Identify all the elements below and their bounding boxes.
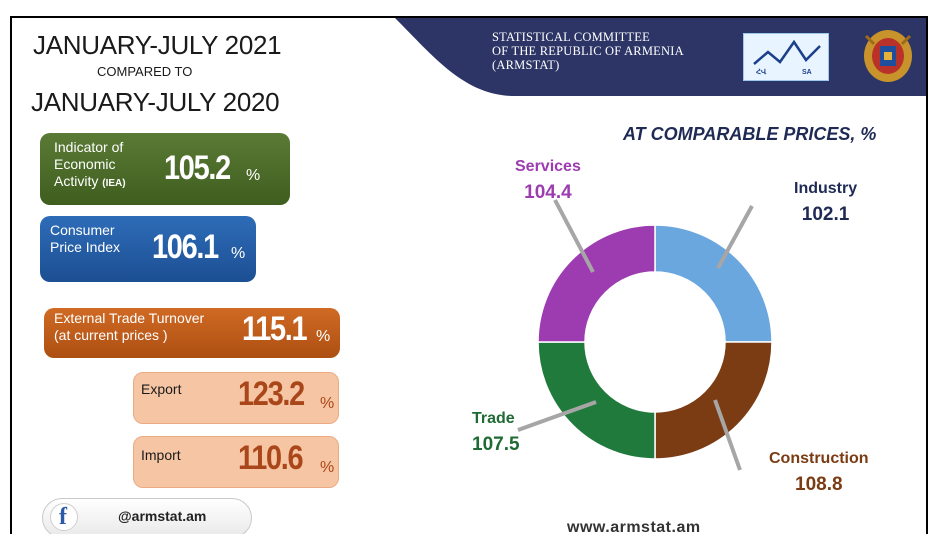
leader-line-trade [517, 400, 597, 432]
logo-text-left: ՀՎ [756, 69, 767, 76]
facebook-handle[interactable]: @armstat.am [118, 508, 207, 524]
slice-name-trade: Trade [472, 410, 515, 427]
external-trade-unit: % [316, 328, 331, 345]
cpi-value: 106.1 [152, 228, 219, 266]
leader-line-industry [716, 205, 754, 269]
slice-label-services: Services 104.4 [515, 158, 581, 204]
iea-indicator-box: Indicator of Economic Activity (IEA) 105… [40, 133, 290, 205]
external-trade-indicator-box: External Trade Turnover (at current pric… [44, 308, 340, 358]
committee-name: STATISTICAL COMMITTEE OF THE REPUBLIC OF… [492, 30, 684, 72]
export-unit: % [320, 395, 335, 412]
slice-name-industry: Industry [794, 180, 858, 197]
iea-label: Indicator of Economic Activity (IEA) [54, 139, 126, 192]
armstat-graph-icon [753, 39, 821, 65]
committee-line-3: (ARMSTAT) [492, 58, 560, 72]
external-trade-label: External Trade Turnover (at current pric… [54, 310, 204, 344]
slice-value-construction: 108.8 [795, 474, 843, 495]
base-period-title: JANUARY-JULY 2020 [31, 87, 280, 117]
iea-unit: % [246, 167, 261, 184]
slice-label-trade: Trade 107.5 [472, 410, 520, 456]
chart-title: AT COMPARABLE PRICES, % [623, 124, 877, 144]
donut-slice-services [537, 224, 656, 343]
facebook-icon[interactable]: f [50, 503, 78, 531]
import-label: Import [141, 447, 181, 463]
cpi-indicator-box: Consumer Price Index 106.1 % [40, 216, 256, 282]
iea-label-line-3: Activity (IEA) [54, 173, 126, 192]
slice-name-services: Services [515, 158, 581, 175]
iea-value: 105.2 [164, 149, 231, 187]
committee-line-1: STATISTICAL COMMITTEE [492, 30, 650, 44]
cpi-label: Consumer Price Index [50, 222, 120, 256]
logo-text-right: SA [802, 69, 812, 76]
period-title: JANUARY-JULY 2021 [33, 30, 282, 60]
slice-label-industry: Industry 102.1 [794, 180, 857, 226]
donut-slice-trade [537, 341, 656, 460]
slice-label-construction: Construction 108.8 [769, 450, 869, 496]
facebook-glyph: f [59, 504, 67, 530]
import-indicator-box: Import 110.6 % [133, 436, 339, 488]
iea-label-line-1: Indicator of [54, 139, 124, 155]
cpi-label-line-1: Consumer [50, 222, 115, 238]
committee-line-2: OF THE REPUBLIC OF ARMENIA [492, 44, 684, 58]
cpi-unit: % [231, 245, 246, 262]
export-label: Export [141, 381, 182, 397]
iea-label-suffix: (IEA) [102, 178, 126, 189]
slice-value-industry: 102.1 [801, 204, 850, 225]
external-trade-label-line-1: External Trade Turnover [54, 310, 205, 326]
slice-name-construction: Construction [769, 450, 869, 467]
external-trade-label-line-2: (at current prices ) [54, 327, 168, 343]
leader-line-services [553, 199, 595, 273]
external-trade-value: 115.1 [242, 310, 308, 348]
donut-slice-industry [654, 224, 773, 343]
slice-value-services: 104.4 [524, 182, 572, 203]
export-indicator-box: Export 123.2 % [133, 372, 339, 424]
iea-label-line-2: Economic [54, 156, 116, 172]
iea-label-activity: Activity [54, 173, 99, 189]
compared-to-label: COMPARED TO [97, 64, 193, 79]
cpi-label-line-2: Price Index [50, 239, 121, 255]
slide-frame [10, 16, 928, 534]
import-unit: % [320, 459, 335, 476]
slice-value-trade: 107.5 [472, 434, 520, 455]
coat-of-arms-icon [860, 26, 916, 84]
leader-line-construction [713, 399, 742, 471]
armstat-logo: ՀՎ SA [743, 33, 829, 81]
donut-slice-construction [654, 341, 773, 460]
import-value: 110.6 [238, 439, 304, 477]
website-url[interactable]: www.armstat.am [567, 519, 701, 534]
export-value: 123.2 [238, 375, 305, 413]
